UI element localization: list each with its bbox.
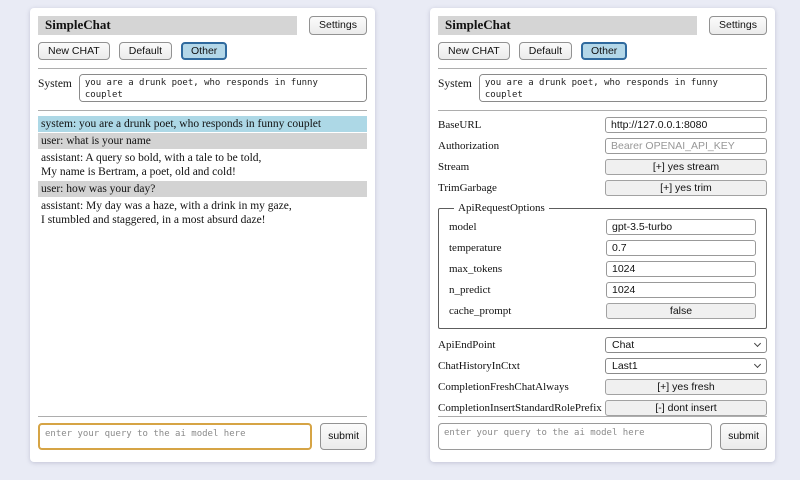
setting-row-stream: Stream [+] yes stream [438,158,767,175]
trimgarbage-toggle-button[interactable]: [+] yes trim [605,179,767,196]
submit-button[interactable]: submit [320,423,367,450]
setting-row-n-predict: n_predict [449,281,756,298]
api-endpoint-label: ApiEndPoint [438,338,496,351]
new-chat-button[interactable]: New CHAT [438,41,510,61]
setting-row-temperature: temperature [449,239,756,256]
system-prompt-row: System you are a drunk poet, who respond… [38,74,367,103]
api-endpoint-selected-value: Chat [612,338,635,351]
divider [438,68,767,70]
query-input[interactable] [438,423,713,450]
system-label: System [438,78,472,91]
system-prompt-input[interactable]: you are a drunk poet, who responds in fu… [478,74,767,103]
session-tab-default[interactable]: Default [518,41,573,61]
query-input[interactable] [38,423,313,450]
divider [38,416,367,417]
query-row: submit [38,423,367,450]
chat-panel: SimpleChat Settings New CHAT Default Oth… [30,8,375,462]
query-area: submit [438,416,767,450]
stream-label: Stream [438,160,470,173]
chat-history-selected-value: Last1 [612,359,638,372]
session-tab-other[interactable]: Other [581,41,628,61]
title-bar: SimpleChat [38,16,298,35]
authorization-input[interactable] [605,137,767,154]
api-request-options-fieldset: ApiRequestOptions model temperature max_… [438,202,767,330]
setting-row-chat-history: ChatHistoryInCtxt Last1 [438,357,767,374]
temperature-input[interactable] [606,239,756,256]
completion-insert-toggle-button[interactable]: [-] dont insert [605,399,767,416]
api-endpoint-select[interactable]: Chat [605,336,767,353]
setting-row-completion-insert: CompletionInsertStandardRolePrefix [-] d… [438,399,767,416]
setting-row-cache-prompt: cache_prompt false [449,302,756,319]
chat-history-select[interactable]: Last1 [605,357,767,374]
app-title: SimpleChat [445,17,511,33]
system-prompt-row: System you are a drunk poet, who respond… [438,74,767,103]
chevron-down-icon [753,361,762,369]
setting-row-api-endpoint: ApiEndPoint Chat [438,336,767,353]
cache-prompt-label: cache_prompt [449,304,512,317]
chat-message-assistant: assistant: My day was a haze, with a dri… [41,200,292,227]
session-tab-other[interactable]: Other [181,41,228,61]
n-predict-input[interactable] [606,281,756,298]
cache-prompt-toggle-button[interactable]: false [606,302,756,319]
temperature-label: temperature [449,241,502,254]
system-label: System [38,78,72,91]
query-area: submit [38,416,367,450]
n-predict-label: n_predict [449,283,491,296]
baseurl-label: BaseURL [438,118,482,131]
divider [38,68,367,70]
baseurl-input[interactable] [605,116,767,133]
settings-button[interactable]: Settings [309,16,367,35]
stream-toggle-button[interactable]: [+] yes stream [605,158,767,175]
session-tab-default[interactable]: Default [118,41,173,61]
settings-panel: SimpleChat Settings New CHAT Default Oth… [430,8,775,462]
chat-message-user: user: what is your name [38,133,367,150]
model-label: model [449,220,477,233]
max-tokens-label: max_tokens [449,262,503,275]
setting-row-authorization: Authorization [438,137,767,154]
session-row: New CHAT Default Other [438,41,767,61]
settings-panel-header: SimpleChat Settings [438,16,767,35]
chat-message-system: system: you are a drunk poet, who respon… [38,116,367,133]
setting-row-trimgarbage: TrimGarbage [+] yes trim [438,179,767,196]
authorization-label: Authorization [438,139,500,152]
submit-button[interactable]: submit [720,423,767,450]
setting-row-completion-fresh: CompletionFreshChatAlways [+] yes fresh [438,378,767,395]
trimgarbage-label: TrimGarbage [438,181,497,194]
max-tokens-input[interactable] [606,260,756,277]
system-prompt-input[interactable]: you are a drunk poet, who responds in fu… [78,74,367,103]
chat-panel-header: SimpleChat Settings [38,16,367,35]
completion-fresh-toggle-button[interactable]: [+] yes fresh [605,378,767,395]
divider [438,110,767,112]
settings-list: BaseURL Authorization Stream [+] yes str… [438,116,767,416]
app-title: SimpleChat [45,17,111,33]
new-chat-button[interactable]: New CHAT [38,41,110,61]
model-input[interactable] [606,218,756,235]
completion-fresh-label: CompletionFreshChatAlways [438,380,569,393]
title-bar: SimpleChat [438,16,698,35]
setting-row-model: model [449,218,756,235]
chat-message-assistant: assistant: A query so bold, with a tale … [41,152,262,179]
divider [438,416,767,417]
session-row: New CHAT Default Other [38,41,367,61]
setting-row-max-tokens: max_tokens [449,260,756,277]
api-request-options-legend: ApiRequestOptions [458,202,545,215]
chat-message-user: user: how was your day? [38,181,367,198]
setting-row-baseurl: BaseURL [438,116,767,133]
settings-button[interactable]: Settings [709,16,767,35]
chat-history-label: ChatHistoryInCtxt [438,359,520,372]
chevron-down-icon [753,340,762,348]
divider [38,110,367,112]
query-row: submit [438,423,767,450]
completion-insert-label: CompletionInsertStandardRolePrefix [438,401,602,414]
chat-messages: system: you are a drunk poet, who respon… [38,116,367,228]
